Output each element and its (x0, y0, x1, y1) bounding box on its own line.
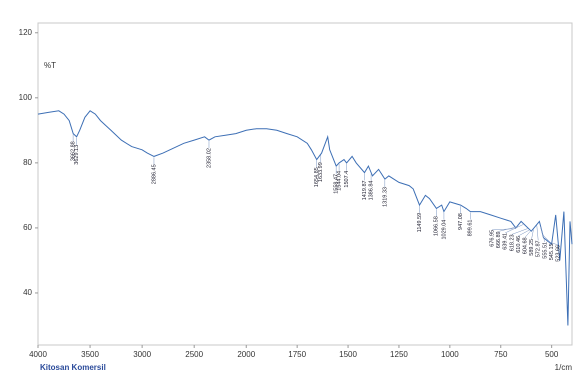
peak-label: 1419.87 (362, 180, 368, 200)
peak-label: 604.68 (522, 237, 528, 254)
x-tick-label: 750 (494, 350, 508, 359)
peak-label: 1029.04 (441, 220, 447, 240)
peak-label: 639.41 (503, 233, 509, 250)
peak-label: 1558.47 (334, 174, 340, 194)
peak-label: 1386.84 (369, 181, 375, 201)
spectrum-line (37, 110, 573, 326)
peak-leader (511, 228, 528, 235)
x-tick-label: 1750 (288, 350, 306, 359)
y-axis-label: %T (44, 61, 56, 70)
peak-leader (542, 234, 552, 244)
x-tick-label: 2000 (237, 350, 255, 359)
peak-label: 1633.99 (318, 162, 324, 182)
peak-label: 545.15 (549, 243, 555, 260)
peak-label: 572.87 (536, 240, 542, 257)
y-tick-label: 120 (19, 28, 33, 37)
peak-label: 610.46 (516, 236, 522, 253)
peak-leader (505, 224, 524, 234)
peak-label: 666.89 (496, 231, 502, 248)
peak-label: 2358.02 (206, 148, 212, 168)
peak-label: 2886.45 (151, 164, 157, 184)
x-axis-label: 1/cm (555, 363, 573, 372)
x-tick-label: 1500 (339, 350, 357, 359)
y-tick-label: 100 (19, 93, 33, 102)
peak-leader (491, 228, 516, 231)
peak-leader (540, 225, 546, 242)
peak-leader (536, 225, 539, 241)
peak-label: 3662.88 (71, 141, 77, 161)
peak-label: 676.95 (489, 230, 495, 247)
x-tick-label: 500 (545, 350, 559, 359)
peak-label: 1319.33 (382, 187, 388, 207)
peak-label: 589.25 (529, 239, 535, 256)
peak-label: 947.08 (458, 213, 464, 230)
chart-title: Kitosan Komersil (40, 363, 106, 372)
peak-leader (531, 229, 534, 239)
peak-leader (518, 229, 530, 237)
y-tick-label: 40 (23, 288, 32, 297)
peak-leader (524, 231, 531, 238)
peak-leader (498, 226, 518, 232)
x-tick-label: 3500 (81, 350, 99, 359)
x-tick-label: 1250 (390, 350, 408, 359)
y-tick-label: 80 (23, 158, 32, 167)
x-tick-label: 1000 (441, 350, 459, 359)
x-tick-label: 2500 (185, 350, 203, 359)
peak-label: 523.66 (555, 245, 561, 262)
x-tick-label: 3000 (133, 350, 151, 359)
peak-label: 618.23 (509, 234, 515, 251)
peak-label: 1654.85 (314, 167, 320, 187)
peak-label: 1149.59 (417, 213, 423, 232)
peak-label: 3629.13 (74, 145, 80, 165)
peak-label: 899.61 (468, 220, 474, 237)
peak-label: 1507.4 (344, 171, 350, 188)
peak-leader (546, 241, 559, 246)
y-tick-label: 60 (23, 223, 32, 232)
peak-label: 1066.58 (434, 216, 440, 236)
peak-label: 555.51 (542, 242, 548, 259)
x-tick-label: 4000 (29, 350, 47, 359)
plot-frame (37, 22, 573, 346)
peak-label: 1544.04 (337, 171, 343, 191)
